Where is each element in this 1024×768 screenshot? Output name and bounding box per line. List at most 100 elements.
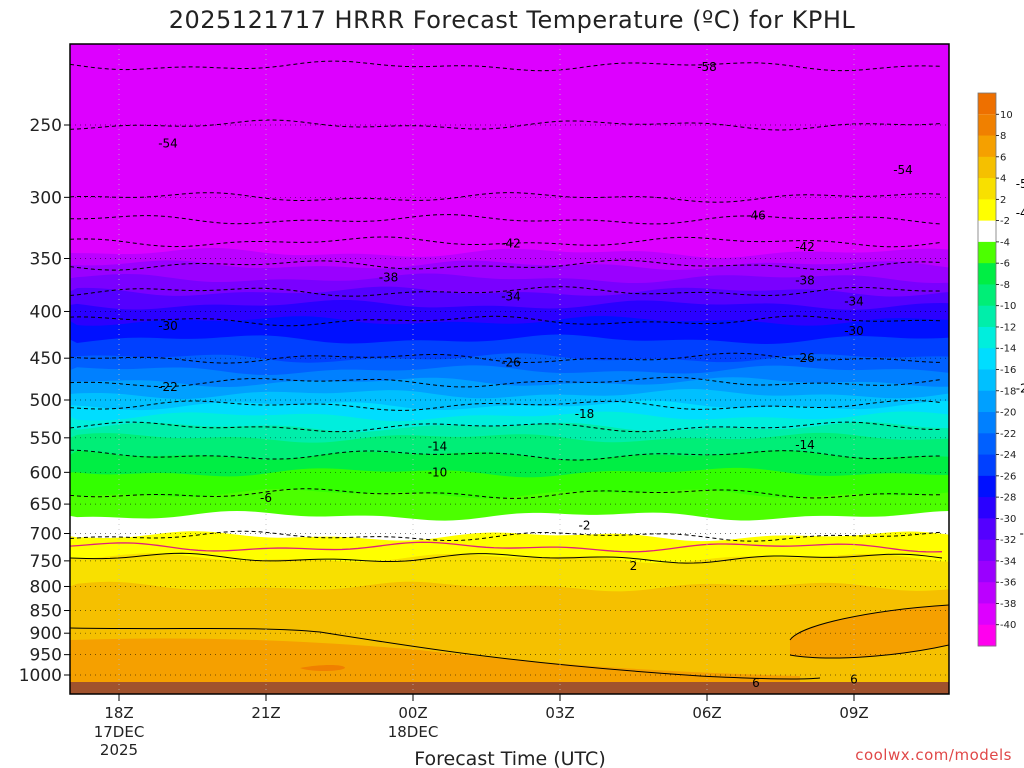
colorbar-label: -10 <box>1000 301 1016 312</box>
colorbar-segment <box>978 241 996 264</box>
isotherm <box>70 286 943 297</box>
colorbar-segment <box>978 624 996 647</box>
colorbar-label: 6 <box>1000 152 1006 163</box>
colorbar-segment <box>978 326 996 349</box>
colorbar-label: 2 <box>1000 195 1006 206</box>
contour-label: -14 <box>428 439 448 453</box>
contour-label: -14 <box>795 438 815 452</box>
colorbar-segment <box>978 348 996 370</box>
colorbar-segment <box>978 390 996 413</box>
contour-label: -38 <box>379 270 399 284</box>
contour-label: -2 <box>579 518 591 532</box>
contour-label: -10 <box>428 465 448 479</box>
colorbar-label: -34 <box>1000 556 1016 567</box>
colorbar-segment <box>978 220 996 243</box>
warm-region <box>70 638 800 682</box>
colorbar-label: -24 <box>1000 450 1016 461</box>
contour-labels: -58-58-54-54-50-46-46-42-42-38-38-34-34-… <box>158 60 1024 690</box>
temperature-shading <box>70 44 949 694</box>
isotherm <box>70 259 943 271</box>
isotherm <box>70 449 943 461</box>
colorbar-label: -12 <box>1000 322 1016 333</box>
contour-label: -26 <box>501 356 521 370</box>
colorbar-label: -40 <box>1000 620 1016 631</box>
isotherm <box>70 352 943 364</box>
colorbar-label: -22 <box>1000 429 1016 440</box>
x-tick-date: 2025 <box>100 741 138 759</box>
ground-surface <box>70 682 949 694</box>
isotherm <box>789 604 949 659</box>
chart-title: 2025121717 HRRR Forecast Temperature (ºC… <box>169 6 856 34</box>
freezing-line <box>70 541 943 553</box>
x-tick-label: 09Z <box>839 704 868 722</box>
x-tick-label: 06Z <box>692 704 721 722</box>
isotherm <box>70 552 943 564</box>
y-tick-label: 750 <box>30 552 62 572</box>
y-tick-label: 650 <box>30 495 62 515</box>
colorbar-label: -30 <box>1000 514 1016 525</box>
contour-label: -46 <box>746 208 766 222</box>
y-tick-label: 850 <box>30 602 62 622</box>
colorbar-segment <box>978 454 996 477</box>
y-tick-label: 450 <box>30 349 62 369</box>
warm-temperature-regions <box>70 605 949 682</box>
colorbar-label: -28 <box>1000 493 1016 504</box>
colorbar-label: -4 <box>1000 237 1010 248</box>
isotherm <box>70 421 943 433</box>
contour-label: -2 <box>1020 526 1024 540</box>
y-axis-ticks: 2503003504004505005506006507007508008509… <box>19 116 70 686</box>
isotherm <box>70 60 943 72</box>
colorbar-segment <box>978 518 996 541</box>
x-tick-label: 18Z <box>104 704 133 722</box>
y-tick-label: 500 <box>30 391 62 411</box>
y-tick-label: 700 <box>30 524 62 544</box>
contour-label: -50 <box>1016 177 1024 191</box>
contour-label: -26 <box>795 351 815 365</box>
isotherm <box>70 488 943 499</box>
contour-label: -22 <box>158 380 178 394</box>
y-tick-label: 350 <box>30 249 62 269</box>
x-tick-date: 17DEC <box>94 723 145 741</box>
x-axis-title: Forecast Time (UTC) <box>414 748 605 768</box>
contour-label: -6 <box>260 491 272 505</box>
colorbar: 10 8 6 4 2 -2 -4 -6 -8 -10 -12 -14 -16 -18 -20 -22 -24 -2… <box>977 92 1016 647</box>
isotherm <box>70 376 943 388</box>
colorbar-label: -38 <box>1000 599 1016 610</box>
colorbar-label: -26 <box>1000 471 1016 482</box>
contour-label: 2 <box>630 559 638 573</box>
contour-label: -30 <box>158 319 178 333</box>
colorbar-label: -16 <box>1000 365 1016 376</box>
contour-label: -54 <box>158 137 178 151</box>
colorbar-segment <box>978 582 996 604</box>
colorbar-segment <box>978 560 996 583</box>
colorbar-segment <box>978 156 996 179</box>
colorbar-label: -18 <box>1000 386 1016 397</box>
contour-label: 6 <box>850 673 858 687</box>
isotherm-contours <box>70 60 949 680</box>
warm-region <box>300 665 345 671</box>
colorbar-segment <box>978 475 996 498</box>
isotherm <box>70 192 943 203</box>
colorbar-segment <box>978 603 996 626</box>
isotherm <box>70 119 943 131</box>
contour-label: -54 <box>893 163 913 177</box>
isotherm <box>70 530 943 542</box>
plot-frame <box>69 43 950 695</box>
isotherm <box>70 236 943 248</box>
y-tick-label: 600 <box>30 463 62 483</box>
contour-label: -42 <box>501 236 521 250</box>
colorbar-segment <box>978 199 996 222</box>
contour-label: -58 <box>697 60 717 74</box>
grid-lines <box>70 44 949 694</box>
y-tick-label: 400 <box>30 302 62 322</box>
colorbar-segment <box>978 135 996 158</box>
y-tick-label: 300 <box>30 188 62 208</box>
colorbar-label: -32 <box>1000 535 1016 546</box>
isotherm <box>70 627 821 680</box>
contour-label: -34 <box>501 289 521 303</box>
contour-label: -46 <box>1016 206 1024 220</box>
y-tick-label: 950 <box>30 646 62 666</box>
colorbar-segment <box>978 369 996 392</box>
credit-text[interactable]: coolwx.com/models <box>855 746 1012 764</box>
